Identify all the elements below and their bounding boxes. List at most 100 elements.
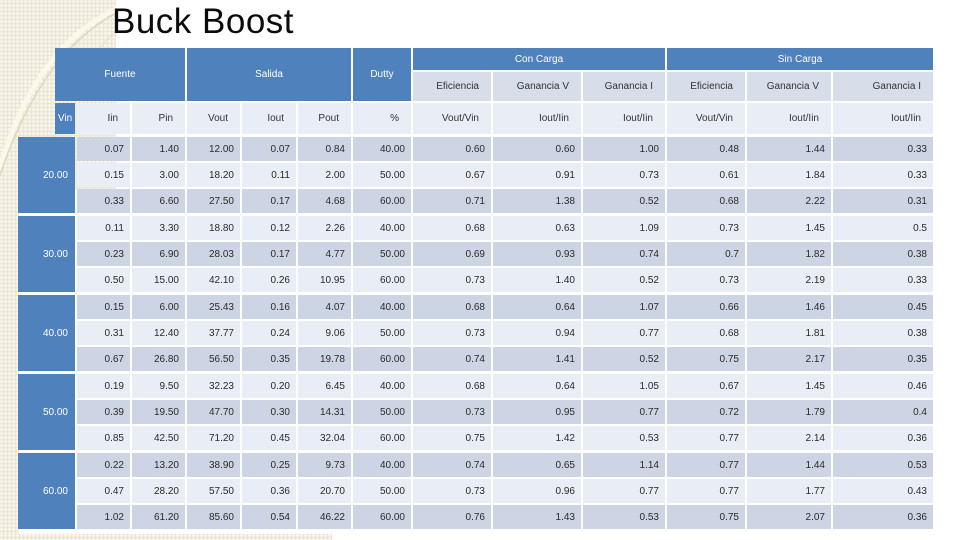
cell-sin-carga-ganancia-v: 2.19: [747, 268, 831, 292]
cell-con-carga-eficiencia: 0.74: [413, 453, 491, 477]
cell-sin-carga-ganancia-i: 0.5: [833, 216, 933, 240]
cell-duty-pct: 50.00: [353, 400, 411, 424]
header-fuente: Fuente: [55, 48, 185, 101]
cell-vout: 28.03: [187, 242, 240, 266]
cell-pout: 14.31: [298, 400, 351, 424]
cell-pout: 46.22: [298, 505, 351, 529]
subheader-vout: Vout: [187, 103, 240, 134]
cell-con-carga-ganancia-v: 1.43: [493, 505, 581, 529]
cell-sin-carga-eficiencia: 0.72: [667, 400, 745, 424]
cell-iin: 0.23: [77, 242, 130, 266]
header-con-carga-ganancia-v: Ganancia V: [493, 72, 581, 101]
cell-duty-pct: 60.00: [353, 347, 411, 371]
subheader-iin: Iin: [77, 103, 130, 134]
cell-con-carga-ganancia-v: 0.93: [493, 242, 581, 266]
header-sin-carga-ganancia-i: Ganancia I: [833, 72, 933, 101]
cell-pout: 32.04: [298, 426, 351, 450]
cell-vout: 37.77: [187, 321, 240, 345]
cell-sin-carga-eficiencia: 0.61: [667, 163, 745, 187]
cell-iin: 0.11: [77, 216, 130, 240]
table-header: Fuente Salida Dutty Con Carga Sin Carga …: [55, 48, 933, 134]
cell-iout: 0.30: [242, 400, 296, 424]
cell-iin: 0.15: [77, 163, 130, 187]
cell-pin: 42.50: [132, 426, 185, 450]
cell-iin: 0.67: [77, 347, 130, 371]
subheader-duty-pct: %: [353, 103, 411, 134]
header-salida: Salida: [187, 48, 351, 101]
cell-sin-carga-eficiencia: 0.77: [667, 426, 745, 450]
cell-sin-carga-eficiencia: 0.67: [667, 374, 745, 398]
cell-pout: 9.06: [298, 321, 351, 345]
vin-group: 20.00 0.07 1.40 12.00 0.07 0.84 40.00 0.60 0.60 1…: [18, 137, 933, 213]
cell-iout: 0.24: [242, 321, 296, 345]
cell-iin: 0.33: [77, 189, 130, 213]
cell-sin-carga-eficiencia: 0.48: [667, 137, 745, 161]
cell-iout: 0.25: [242, 453, 296, 477]
cell-duty-pct: 40.00: [353, 295, 411, 319]
cell-con-carga-ganancia-v: 0.95: [493, 400, 581, 424]
cell-pout: 4.07: [298, 295, 351, 319]
table-body: 20.00 0.07 1.40 12.00 0.07 0.84 40.00 0.60 0.60 1…: [18, 137, 933, 529]
cell-con-carga-eficiencia: 0.75: [413, 426, 491, 450]
header-sin-carga-eficiencia: Eficiencia: [667, 72, 745, 101]
cell-iin: 0.22: [77, 453, 130, 477]
cell-sin-carga-eficiencia: 0.68: [667, 321, 745, 345]
cell-pout: 10.95: [298, 268, 351, 292]
cell-iout: 0.16: [242, 295, 296, 319]
header-dutty: Dutty: [353, 48, 411, 101]
cell-vout: 27.50: [187, 189, 240, 213]
cell-con-carga-ganancia-i: 0.52: [583, 347, 665, 371]
cell-con-carga-eficiencia: 0.67: [413, 163, 491, 187]
cell-iout: 0.11: [242, 163, 296, 187]
cell-pout: 20.70: [298, 479, 351, 503]
vin-group: 60.00 0.22 13.20 38.90 0.25 9.73 40.00 0.74 0.65…: [18, 453, 933, 529]
cell-iin: 0.39: [77, 400, 130, 424]
cell-con-carga-ganancia-i: 0.73: [583, 163, 665, 187]
cell-duty-pct: 50.00: [353, 321, 411, 345]
cell-sin-carga-ganancia-i: 0.53: [833, 453, 933, 477]
header-sin-carga: Sin Carga: [667, 48, 933, 70]
cell-sin-carga-eficiencia: 0.77: [667, 479, 745, 503]
cell-sin-carga-ganancia-v: 2.22: [747, 189, 831, 213]
cell-duty-pct: 40.00: [353, 216, 411, 240]
cell-iin: 1.02: [77, 505, 130, 529]
cell-vout: 18.80: [187, 216, 240, 240]
cell-sin-carga-ganancia-v: 1.45: [747, 374, 831, 398]
cell-sin-carga-ganancia-v: 2.07: [747, 505, 831, 529]
cell-sin-carga-ganancia-v: 1.81: [747, 321, 831, 345]
cell-con-carga-ganancia-i: 0.74: [583, 242, 665, 266]
cell-con-carga-ganancia-v: 0.63: [493, 216, 581, 240]
vin-group-label: 50.00: [18, 374, 75, 450]
header-con-carga-eficiencia: Eficiencia: [413, 72, 491, 101]
cell-con-carga-eficiencia: 0.76: [413, 505, 491, 529]
cell-vout: 85.60: [187, 505, 240, 529]
cell-con-carga-ganancia-v: 0.94: [493, 321, 581, 345]
cell-con-carga-ganancia-i: 1.14: [583, 453, 665, 477]
cell-sin-carga-ganancia-i: 0.33: [833, 137, 933, 161]
cell-sin-carga-ganancia-i: 0.38: [833, 242, 933, 266]
cell-pout: 4.77: [298, 242, 351, 266]
subheader-sc-iout-iin-v: Iout/Iin: [747, 103, 831, 134]
cell-con-carga-ganancia-i: 0.77: [583, 321, 665, 345]
cell-duty-pct: 50.00: [353, 242, 411, 266]
cell-iout: 0.35: [242, 347, 296, 371]
cell-iout: 0.45: [242, 426, 296, 450]
cell-sin-carga-ganancia-v: 1.77: [747, 479, 831, 503]
cell-pin: 9.50: [132, 374, 185, 398]
cell-vout: 71.20: [187, 426, 240, 450]
cell-sin-carga-ganancia-v: 1.44: [747, 137, 831, 161]
cell-sin-carga-ganancia-v: 1.44: [747, 453, 831, 477]
cell-sin-carga-ganancia-i: 0.33: [833, 268, 933, 292]
page-title: Buck Boost: [112, 2, 295, 41]
header-sin-carga-ganancia-v: Ganancia V: [747, 72, 831, 101]
subheader-cc-vout-vin: Vout/Vin: [413, 103, 491, 134]
cell-con-carga-eficiencia: 0.60: [413, 137, 491, 161]
cell-con-carga-eficiencia: 0.73: [413, 400, 491, 424]
cell-iout: 0.07: [242, 137, 296, 161]
cell-con-carga-ganancia-v: 0.65: [493, 453, 581, 477]
subheader-vin: Vin: [55, 103, 75, 134]
cell-vout: 57.50: [187, 479, 240, 503]
cell-iin: 0.47: [77, 479, 130, 503]
cell-iin: 0.19: [77, 374, 130, 398]
cell-duty-pct: 60.00: [353, 268, 411, 292]
